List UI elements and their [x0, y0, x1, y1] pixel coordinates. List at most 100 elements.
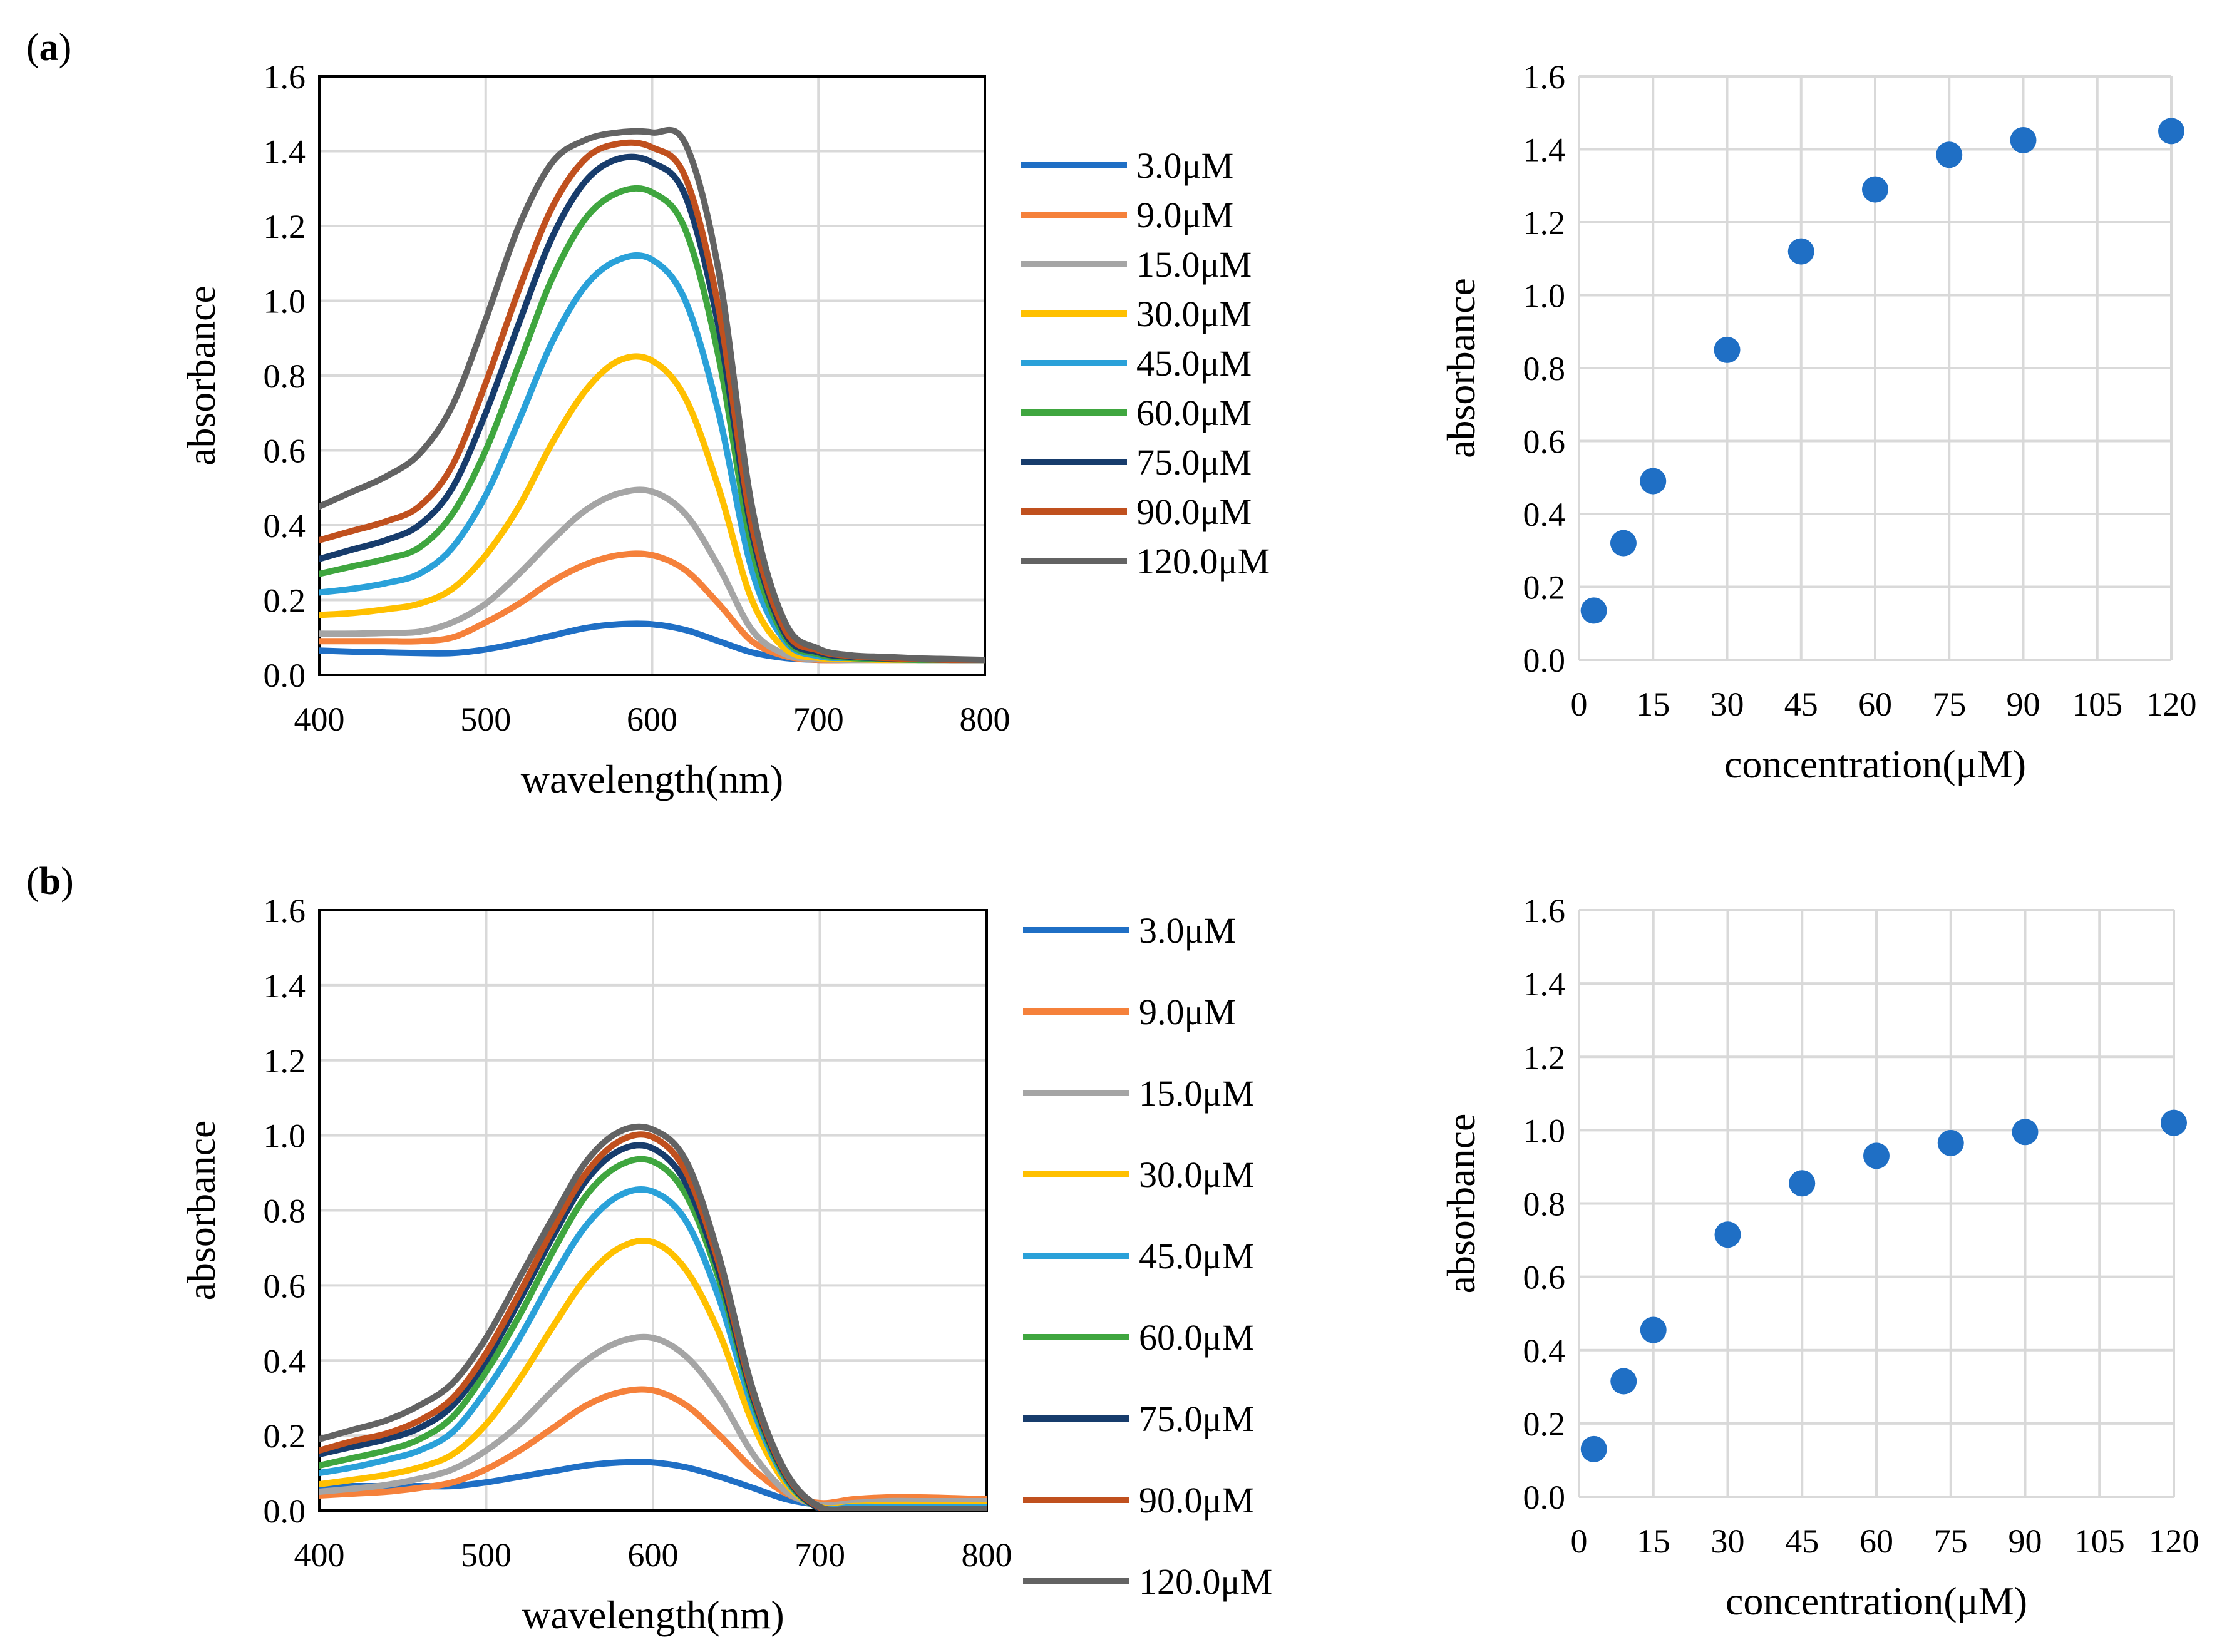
y-tick-label: 1.0	[1523, 277, 1566, 315]
x-tick-label: 15	[1636, 685, 1670, 723]
legend-label: 15.0μM	[1136, 244, 1252, 285]
y-tick-label: 1.2	[1523, 1039, 1566, 1076]
legend-label: 9.0μM	[1136, 195, 1233, 235]
y-tick-label: 0.0	[1523, 642, 1566, 679]
x-tick-label: 600	[627, 700, 677, 738]
x-tick-label: 120	[2146, 685, 2197, 723]
x-tick-label: 30	[1711, 1522, 1745, 1560]
legend-label: 45.0μM	[1136, 343, 1252, 384]
legend-label: 90.0μM	[1139, 1480, 1254, 1521]
y-axis-title: absorbance	[1439, 278, 1483, 458]
x-tick-label: 500	[461, 1536, 512, 1574]
y-tick-label: 1.6	[1523, 58, 1566, 96]
y-tick-label: 0.6	[1523, 423, 1566, 461]
y-tick-label: 0.6	[1523, 1259, 1566, 1296]
chart-a_scatter: 0.0 0.2 0.4 0.6 0.8 1.0 1.2 1.4 1.6 0 15 30 45 60 75 90…	[1439, 58, 2197, 786]
series-line-15.0μM	[319, 1333, 987, 1509]
y-tick-label: 0.8	[1523, 1186, 1566, 1223]
series-line-120.0μM	[319, 1123, 987, 1511]
x-tick-label: 700	[795, 1536, 845, 1574]
panel-label-a: (a)	[26, 26, 71, 69]
y-tick-label: 0.4	[1523, 1332, 1566, 1370]
y-tick-label: 1.0	[264, 283, 306, 321]
y-tick-label: 0.4	[264, 1342, 306, 1380]
legend-label: 90.0μM	[1136, 491, 1252, 532]
scatter-point	[1863, 1142, 1890, 1169]
scatter-point	[1610, 530, 1637, 557]
panel-label-letter: b	[39, 860, 61, 903]
x-axis-title: wavelength(nm)	[521, 757, 783, 801]
y-tick-label: 1.0	[264, 1117, 306, 1155]
scatter-point	[1937, 1129, 1964, 1156]
panel-label-letter: a	[39, 26, 59, 69]
y-tick-label: 0.0	[264, 657, 306, 694]
y-tick-label: 0.2	[264, 1417, 306, 1455]
y-tick-label: 1.6	[264, 58, 306, 96]
legend-label: 60.0μM	[1139, 1317, 1254, 1358]
scatter-point	[1580, 1435, 1607, 1462]
x-tick-label: 400	[294, 700, 345, 738]
y-tick-label: 0.2	[1523, 1405, 1566, 1443]
y-tick-label: 0.4	[264, 507, 306, 545]
panel-label-b: (b)	[26, 860, 74, 903]
y-tick-label: 1.2	[264, 208, 306, 245]
chart-b_scatter: 0.0 0.2 0.4 0.6 0.8 1.0 1.2 1.4 1.6 0 15 30 45 60 75 90…	[1439, 892, 2199, 1623]
y-tick-label: 0.0	[264, 1492, 306, 1530]
chart-a_spectra: 0.0 0.2 0.4 0.6 0.8 1.0 1.2 1.4 1.6 400 500 600 700 8…	[26, 26, 1270, 801]
plot-frame	[318, 909, 988, 1512]
x-tick-label: 105	[2072, 685, 2122, 723]
y-tick-label: 1.4	[1523, 131, 1566, 169]
x-tick-label: 90	[2008, 1522, 2042, 1560]
scatter-point	[2012, 1119, 2039, 1146]
x-tick-label: 30	[1710, 685, 1744, 723]
y-tick-label: 1.2	[264, 1042, 306, 1080]
x-tick-label: 800	[960, 700, 1011, 738]
x-tick-label: 800	[962, 1536, 1012, 1574]
y-tick-label: 1.0	[1523, 1112, 1566, 1149]
y-tick-label: 0.8	[264, 1193, 306, 1230]
x-tick-label: 60	[1858, 685, 1892, 723]
x-tick-label: 75	[1932, 685, 1966, 723]
scatter-point	[1640, 468, 1667, 495]
x-axis-title: concentration(μM)	[1724, 742, 2026, 786]
y-tick-label: 1.4	[264, 967, 306, 1005]
legend-label: 75.0μM	[1139, 1398, 1254, 1439]
y-tick-label: 1.4	[1523, 965, 1566, 1003]
legend-label: 45.0μM	[1139, 1236, 1254, 1276]
y-tick-label: 0.6	[264, 433, 306, 470]
x-tick-label: 600	[628, 1536, 679, 1574]
x-tick-label: 700	[793, 700, 844, 738]
x-tick-label: 0	[1571, 685, 1588, 723]
x-axis-title: wavelength(nm)	[522, 1593, 784, 1637]
scatter-point	[2010, 126, 2037, 153]
y-tick-label: 0.8	[264, 357, 306, 395]
y-axis-title: absorbance	[179, 285, 224, 466]
y-tick-label: 1.6	[1523, 892, 1566, 930]
legend-label: 3.0μM	[1139, 910, 1236, 951]
legend-label: 120.0μM	[1136, 541, 1270, 582]
x-axis-title: concentration(μM)	[1726, 1579, 2027, 1623]
x-tick-label: 90	[2007, 685, 2040, 723]
x-tick-label: 120	[2149, 1522, 2199, 1560]
y-tick-label: 0.6	[264, 1267, 306, 1305]
legend-label: 3.0μM	[1136, 145, 1233, 186]
y-tick-label: 0.2	[1523, 569, 1566, 607]
y-tick-label: 1.4	[264, 133, 306, 171]
scatter-point	[1580, 597, 1607, 624]
panel-label-close: )	[59, 26, 72, 69]
x-tick-label: 60	[1859, 1522, 1893, 1560]
legend-label: 120.0μM	[1139, 1561, 1272, 1602]
x-tick-label: 75	[1934, 1522, 1968, 1560]
scatter-point	[1936, 141, 1963, 168]
y-tick-label: 1.6	[264, 892, 306, 930]
legend-label: 60.0μM	[1136, 392, 1252, 433]
scatter-point	[1714, 1221, 1741, 1248]
legend-label: 15.0μM	[1139, 1073, 1254, 1114]
y-axis-title: absorbance	[1439, 1114, 1483, 1294]
y-tick-label: 0.4	[1523, 496, 1566, 533]
scatter-point	[1862, 176, 1888, 203]
panel-label-open: (	[26, 860, 39, 903]
legend-label: 30.0μM	[1136, 294, 1252, 334]
chart-b_spectra: 0.0 0.2 0.4 0.6 0.8 1.0 1.2 1.4 1.6 400 500 600 700 8…	[26, 860, 1272, 1637]
